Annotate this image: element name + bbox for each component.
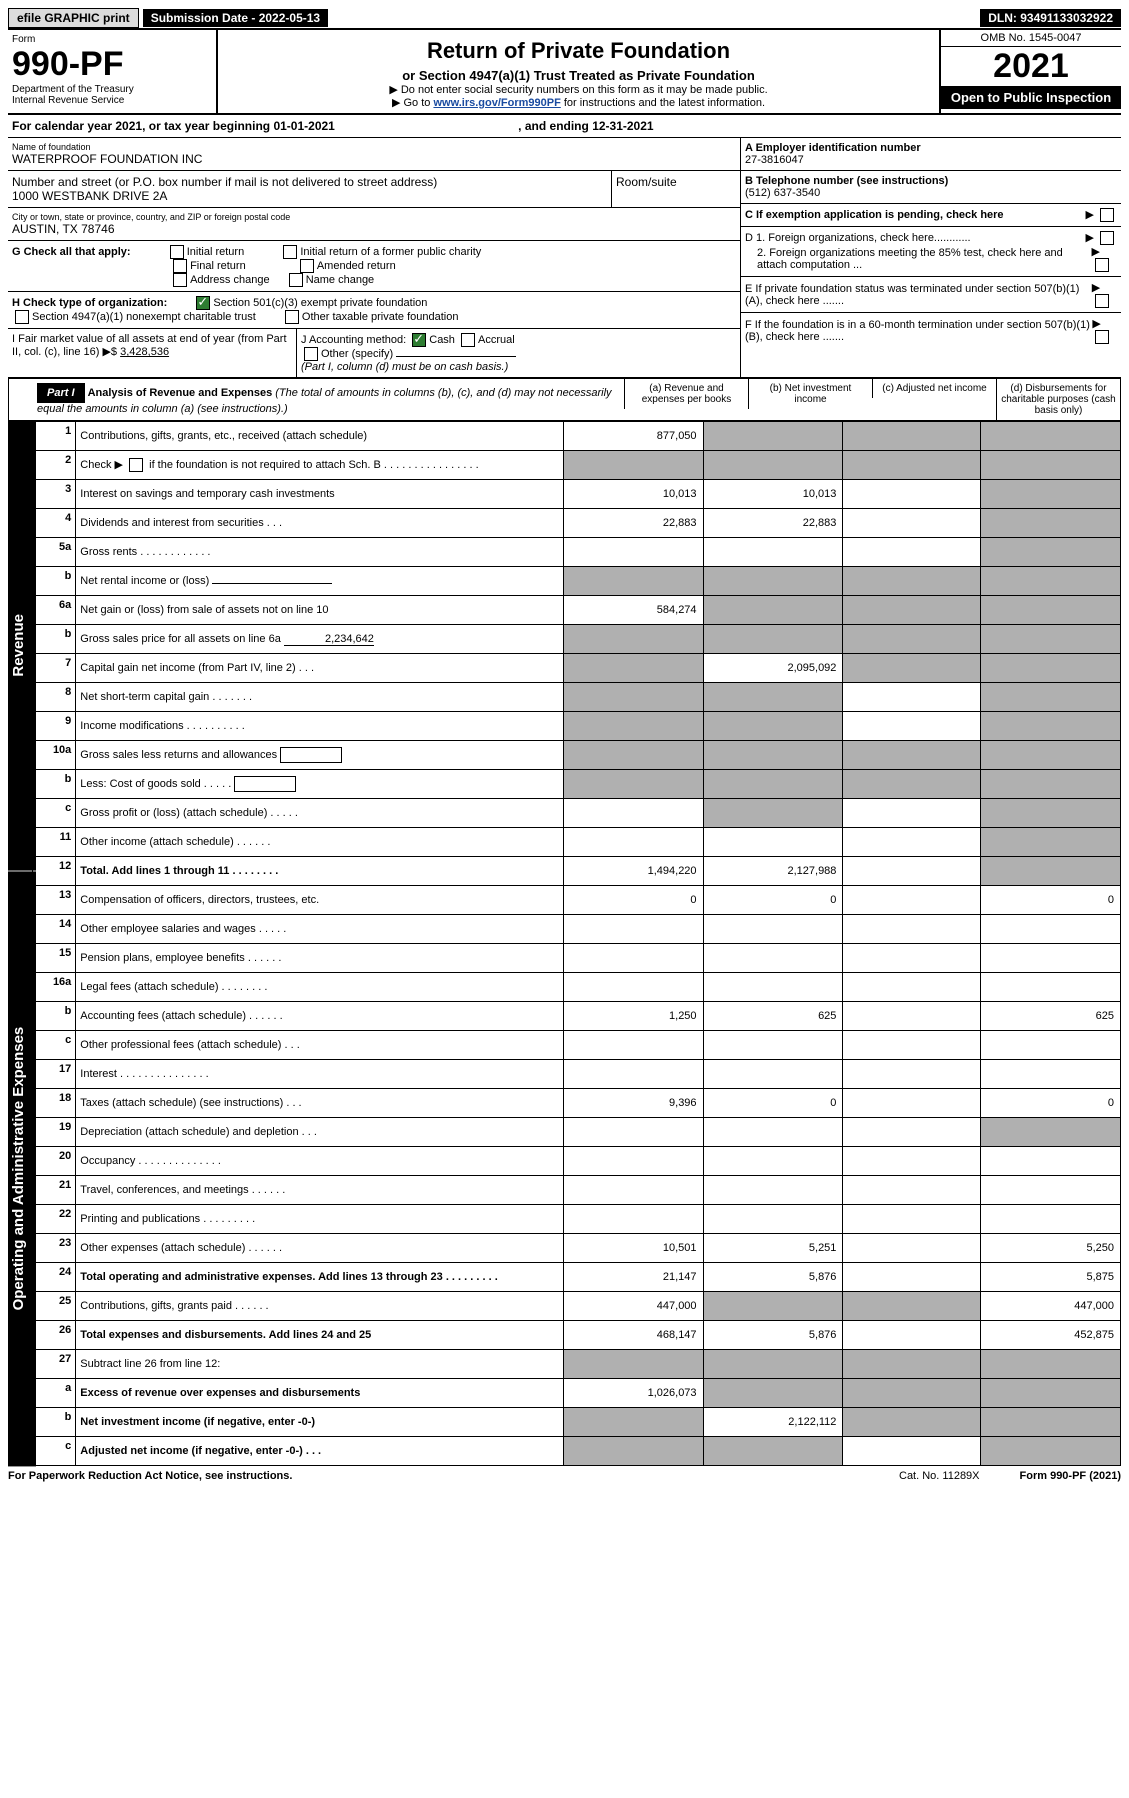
expenses-tab: Operating and Administrative Expenses bbox=[8, 871, 36, 1466]
page-footer: For Paperwork Reduction Act Notice, see … bbox=[8, 1466, 1121, 1486]
part-1-title: Analysis of Revenue and Expenses bbox=[88, 387, 273, 399]
other-taxable-checkbox[interactable] bbox=[285, 310, 299, 324]
g-label: G Check all that apply: bbox=[12, 246, 131, 258]
top-bar: efile GRAPHIC print Submission Date - 20… bbox=[8, 8, 1121, 28]
addr-label: Number and street (or P.O. box number if… bbox=[12, 175, 607, 189]
instr-2-pre: ▶ Go to bbox=[392, 97, 433, 109]
foundation-name: WATERPROOF FOUNDATION INC bbox=[12, 152, 736, 166]
dept-label: Department of the Treasury Internal Reve… bbox=[12, 84, 212, 106]
phone-label: B Telephone number (see instructions) bbox=[745, 175, 1117, 187]
address-change-checkbox[interactable] bbox=[173, 273, 187, 287]
form-header: Form 990-PF Department of the Treasury I… bbox=[8, 28, 1121, 115]
form-number: 990-PF bbox=[12, 45, 212, 84]
4947-checkbox[interactable] bbox=[15, 310, 29, 324]
revenue-tab: Revenue bbox=[8, 421, 36, 871]
form-subtitle: or Section 4947(a)(1) Trust Treated as P… bbox=[222, 68, 935, 83]
cat-number: Cat. No. 11289X bbox=[899, 1470, 980, 1482]
entity-info: Name of foundation WATERPROOF FOUNDATION… bbox=[8, 138, 1121, 378]
name-change-checkbox[interactable] bbox=[289, 273, 303, 287]
c-checkbox[interactable] bbox=[1100, 208, 1114, 222]
final-return-checkbox[interactable] bbox=[173, 259, 187, 273]
form-title: Return of Private Foundation bbox=[222, 38, 935, 64]
room-label: Room/suite bbox=[616, 175, 736, 189]
d1-label: D 1. Foreign organizations, check here..… bbox=[745, 232, 971, 244]
amended-return-checkbox[interactable] bbox=[300, 259, 314, 273]
foundation-city: AUSTIN, TX 78746 bbox=[12, 222, 736, 236]
submission-date: Submission Date - 2022-05-13 bbox=[143, 9, 328, 27]
analysis-table: 1Contributions, gifts, grants, etc., rec… bbox=[32, 421, 1121, 1466]
foundation-address: 1000 WESTBANK DRIVE 2A bbox=[12, 189, 607, 203]
irs-link[interactable]: www.irs.gov/Form990PF bbox=[433, 97, 560, 109]
col-a-header: (a) Revenue and expenses per books bbox=[624, 379, 748, 409]
d1-checkbox[interactable] bbox=[1100, 231, 1114, 245]
c-label: C If exemption application is pending, c… bbox=[745, 209, 1004, 221]
instr-1: ▶ Do not enter social security numbers o… bbox=[222, 83, 935, 96]
tax-year: 2021 bbox=[941, 47, 1121, 86]
col-c-header: (c) Adjusted net income bbox=[872, 379, 996, 398]
omb-number: OMB No. 1545-0047 bbox=[941, 30, 1121, 47]
form-ref: Form 990-PF (2021) bbox=[1020, 1470, 1121, 1482]
initial-former-checkbox[interactable] bbox=[283, 245, 297, 259]
f-checkbox[interactable] bbox=[1095, 330, 1109, 344]
inspection-label: Open to Public Inspection bbox=[941, 86, 1121, 109]
city-label: City or town, state or province, country… bbox=[12, 212, 736, 222]
part-1-header: Part I Analysis of Revenue and Expenses … bbox=[8, 378, 1121, 421]
col-d-header: (d) Disbursements for charitable purpose… bbox=[996, 379, 1120, 420]
phone-value: (512) 637-3540 bbox=[745, 187, 1117, 199]
name-label: Name of foundation bbox=[12, 142, 736, 152]
sch-b-checkbox[interactable] bbox=[129, 458, 143, 472]
fmv-value: 3,428,536 bbox=[120, 346, 169, 358]
ein-label: A Employer identification number bbox=[745, 142, 1117, 154]
part-1-label: Part I bbox=[37, 383, 85, 403]
form-label: Form bbox=[12, 34, 212, 45]
j-note: (Part I, column (d) must be on cash basi… bbox=[301, 361, 508, 373]
501c3-checkbox[interactable] bbox=[196, 296, 210, 310]
d2-label: 2. Foreign organizations meeting the 85%… bbox=[745, 247, 1092, 271]
d2-checkbox[interactable] bbox=[1095, 258, 1109, 272]
cash-checkbox[interactable] bbox=[412, 333, 426, 347]
instr-2-post: for instructions and the latest informat… bbox=[561, 97, 765, 109]
f-label: F If the foundation is in a 60-month ter… bbox=[745, 319, 1092, 343]
col-b-header: (b) Net investment income bbox=[748, 379, 872, 409]
e-checkbox[interactable] bbox=[1095, 294, 1109, 308]
h-label: H Check type of organization: bbox=[12, 297, 167, 309]
other-method-checkbox[interactable] bbox=[304, 347, 318, 361]
accrual-checkbox[interactable] bbox=[461, 333, 475, 347]
e-label: E If private foundation status was termi… bbox=[745, 283, 1092, 307]
efile-print-button[interactable]: efile GRAPHIC print bbox=[8, 8, 139, 28]
pra-notice: For Paperwork Reduction Act Notice, see … bbox=[8, 1470, 292, 1482]
ein-value: 27-3816047 bbox=[745, 154, 1117, 166]
calendar-year-row: For calendar year 2021, or tax year begi… bbox=[8, 115, 1121, 138]
dln-label: DLN: 93491133032922 bbox=[980, 9, 1121, 27]
j-label: J Accounting method: bbox=[301, 334, 406, 346]
initial-return-checkbox[interactable] bbox=[170, 245, 184, 259]
